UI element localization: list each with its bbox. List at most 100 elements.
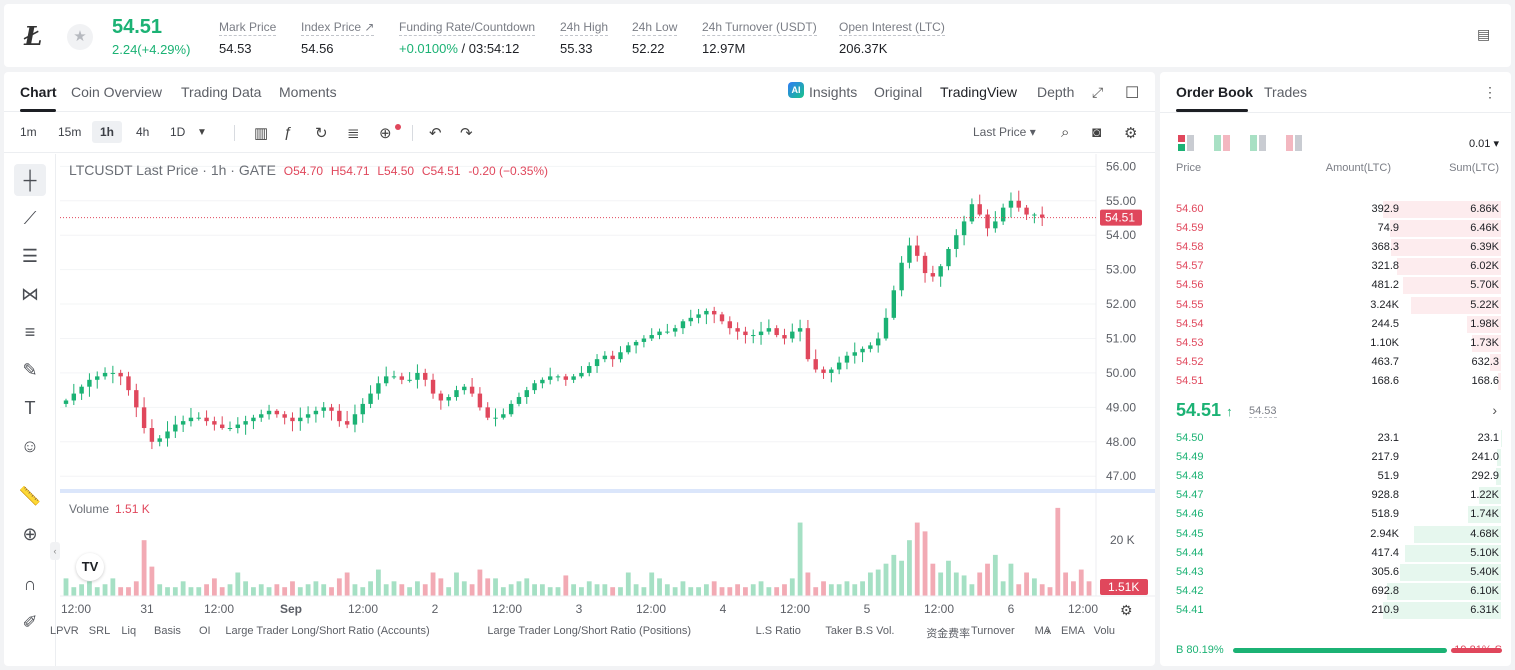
bid-row[interactable]: 54.42 692.8 6.10K: [1160, 582, 1511, 601]
ask-row[interactable]: 54.57 321.8 6.02K: [1160, 257, 1511, 276]
indicator-8[interactable]: Taker B.S Vol.: [825, 625, 895, 637]
interval-4h[interactable]: 4h: [136, 125, 150, 139]
ask-row[interactable]: 54.58 368.3 6.39K: [1160, 238, 1511, 257]
text-tool-icon[interactable]: T: [24, 398, 36, 418]
view-asks-icon[interactable]: [1286, 135, 1302, 151]
candle-body: [438, 393, 444, 401]
interval-1d[interactable]: 1D: [170, 125, 186, 139]
bid-row[interactable]: 54.41 210.9 6.31K: [1160, 601, 1511, 620]
pattern-icon[interactable]: ⋈: [21, 284, 39, 304]
brush-icon[interactable]: ✎: [22, 360, 38, 380]
ask-row[interactable]: 54.56 481.2 5.70K: [1160, 276, 1511, 295]
settings-gear-icon[interactable]: ⚙: [1124, 125, 1138, 142]
tab-tradingview[interactable]: TradingView: [940, 84, 1018, 100]
ask-row[interactable]: 54.52 463.7 632.3: [1160, 353, 1511, 372]
interval-1h[interactable]: 1h: [92, 121, 123, 143]
indicators-icon[interactable]: ƒ: [284, 124, 293, 141]
bid-row[interactable]: 54.50 23.1 23.1: [1160, 429, 1511, 448]
bid-row[interactable]: 54.49 217.9 241.0: [1160, 448, 1511, 467]
guide-book-icon[interactable]: ▤: [1477, 26, 1491, 42]
tab-trades[interactable]: Trades: [1264, 84, 1308, 100]
emoji-icon[interactable]: ☺: [20, 436, 40, 456]
trendline-icon[interactable]: ⟋: [23, 208, 37, 228]
chevron-right-icon[interactable]: ›: [1492, 402, 1497, 418]
ask-row[interactable]: 54.55 3.24K 5.22K: [1160, 296, 1511, 315]
lock-drawing-icon[interactable]: ✐: [22, 612, 38, 632]
indicator-0[interactable]: LPVR: [50, 625, 79, 637]
volume-bar: [532, 584, 537, 596]
view-bids-icon[interactable]: [1250, 135, 1266, 151]
bid-row[interactable]: 54.45 2.94K 4.68K: [1160, 525, 1511, 544]
candle-type-icon[interactable]: ▥: [254, 125, 269, 142]
ask-row[interactable]: 54.59 74.9 6.46K: [1160, 219, 1511, 238]
favorite-star-icon[interactable]: ★: [67, 24, 93, 50]
window-icon[interactable]: ☐: [1125, 85, 1140, 102]
search-icon[interactable]: ⌕: [1061, 124, 1070, 141]
indicator-12[interactable]: EMA: [1061, 625, 1085, 637]
ask-row[interactable]: 54.54 244.5 1.98K: [1160, 315, 1511, 334]
templates-icon[interactable]: ≣: [347, 125, 360, 142]
ask-row[interactable]: 54.53 1.10K 1.73K: [1160, 334, 1511, 353]
tab-coin-overview[interactable]: Coin Overview: [71, 84, 163, 100]
indicator-7[interactable]: L.S Ratio: [755, 625, 801, 637]
tab-moments[interactable]: Moments: [279, 84, 337, 100]
indicator-1[interactable]: SRL: [88, 625, 111, 637]
candle-body: [930, 273, 936, 277]
candle-body: [915, 245, 920, 256]
compare-icon[interactable]: ↻: [315, 125, 328, 142]
indicator-11[interactable]: MA: [1034, 625, 1052, 637]
zoom-in-icon[interactable]: ⊕: [22, 524, 38, 544]
interval-1m[interactable]: 1m: [20, 125, 37, 139]
volume-bar: [282, 587, 288, 596]
redo-icon[interactable]: ↷: [460, 125, 473, 142]
bid-row[interactable]: 54.44 417.4 5.10K: [1160, 544, 1511, 563]
more-options-icon[interactable]: ⋮: [1483, 84, 1497, 100]
ruler-icon[interactable]: 📏: [18, 486, 42, 506]
tab-depth[interactable]: Depth: [1037, 84, 1075, 100]
candle-body: [813, 359, 818, 370]
indicator-2[interactable]: Liq: [121, 625, 137, 637]
view-both-icon[interactable]: [1178, 135, 1194, 151]
indicator-10[interactable]: Turnover: [971, 625, 1015, 637]
fib-icon[interactable]: ≡: [24, 322, 36, 342]
add-alert-icon[interactable]: ⊕: [379, 125, 392, 142]
tab-order-book[interactable]: Order Book: [1176, 84, 1254, 100]
view-split-icon[interactable]: [1214, 135, 1230, 151]
volume-bar: [430, 572, 436, 596]
ask-row[interactable]: 54.60 392.9 6.86K: [1160, 200, 1511, 219]
camera-icon[interactable]: ◙: [1092, 124, 1102, 141]
interval-15m[interactable]: 15m: [58, 125, 82, 139]
tab-chart[interactable]: Chart: [20, 84, 57, 100]
interval-dropdown-icon[interactable]: ▼: [197, 127, 207, 138]
stat-index-price[interactable]: Index Price ↗ 54.56: [301, 20, 375, 56]
magnet-icon[interactable]: ∩: [23, 574, 37, 594]
undo-icon[interactable]: ↶: [429, 125, 442, 142]
horizontal-lines-icon[interactable]: ☰: [21, 246, 39, 266]
bid-row[interactable]: 54.48 51.9 292.9: [1160, 467, 1511, 486]
tab-insights[interactable]: Insights: [809, 84, 858, 100]
indicator-5[interactable]: Large Trader Long/Short Ratio (Accounts): [225, 625, 430, 637]
ask-row[interactable]: 54.51 168.6 168.6: [1160, 372, 1511, 391]
indicator-3[interactable]: Basis: [154, 625, 181, 637]
indicator-13[interactable]: Volu: [1093, 625, 1116, 637]
indicator-9[interactable]: 资金费率: [926, 628, 971, 640]
price-chart[interactable]: 56.00 55.00 54.00 53.00 52.00 51.00 50.00 49.00…: [4, 72, 1155, 666]
tab-trading-data[interactable]: Trading Data: [181, 84, 262, 100]
indicator-scroll-right-icon[interactable]: ›: [1046, 624, 1050, 638]
crosshair-icon[interactable]: ┼: [14, 164, 46, 196]
precision-select[interactable]: 0.01 ▾: [1469, 138, 1499, 150]
price-source-select[interactable]: Last Price ▾: [973, 125, 1036, 139]
indicator-6[interactable]: Large Trader Long/Short Ratio (Positions…: [487, 625, 691, 637]
bid-row[interactable]: 54.47 928.8 1.22K: [1160, 486, 1511, 505]
volume-bar: [672, 587, 678, 596]
chart-settings-icon[interactable]: ⚙: [1120, 602, 1133, 618]
candle-body: [821, 369, 826, 373]
expand-icon[interactable]: ⤢: [1092, 84, 1104, 100]
bid-row[interactable]: 54.43 305.6 5.40K: [1160, 563, 1511, 582]
collapse-toolbar-icon[interactable]: ‹: [50, 542, 60, 560]
row-amount: 368.3: [1371, 241, 1399, 254]
indicator-4[interactable]: OI: [199, 625, 211, 637]
tab-original[interactable]: Original: [874, 84, 923, 100]
pane-separator: [60, 489, 1155, 493]
bid-row[interactable]: 54.46 518.9 1.74K: [1160, 505, 1511, 524]
